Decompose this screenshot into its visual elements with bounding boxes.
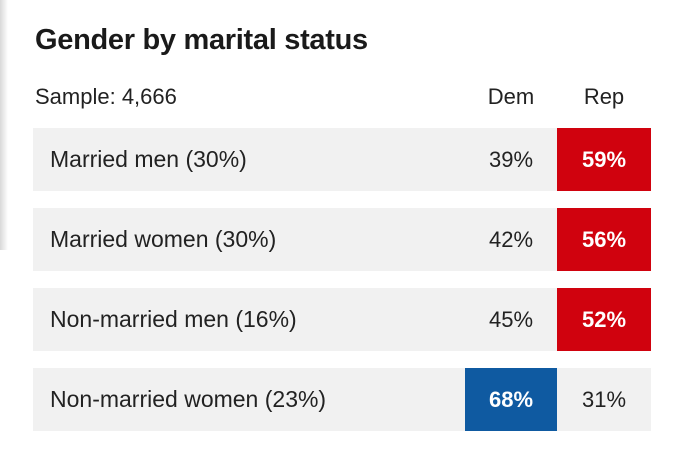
dem-value: 39% <box>488 147 534 172</box>
dem-value: 42% <box>488 227 534 252</box>
page-edge-shadow <box>0 0 8 250</box>
column-header-rep: Rep <box>583 84 625 109</box>
table-row: Married men (30%) 39% 59% <box>33 128 651 191</box>
row-label: Non-married men (16%) <box>50 306 297 332</box>
sample-size: Sample: 4,666 <box>35 84 177 109</box>
results-table: Married men (30%) 39% 59% Married women … <box>33 128 651 448</box>
table-row: Non-married men (16%) 45% 52% <box>33 288 651 351</box>
row-label: Non-married women (23%) <box>50 386 327 412</box>
dem-value: 45% <box>488 307 534 332</box>
column-header-dem: Dem <box>487 84 535 109</box>
rep-value: 31% <box>581 387 627 412</box>
dem-value: 68% <box>465 368 557 431</box>
rep-value: 52% <box>557 288 651 351</box>
rep-value: 56% <box>557 208 651 271</box>
rep-value: 59% <box>557 128 651 191</box>
row-label: Married men (30%) <box>50 146 247 172</box>
table-row: Non-married women (23%) 68% 31% <box>33 368 651 431</box>
chart-title: Gender by marital status <box>35 24 368 56</box>
table-header: Sample: 4,666 Dem Rep <box>35 84 651 114</box>
table-row: Married women (30%) 42% 56% <box>33 208 651 271</box>
row-label: Married women (30%) <box>50 226 277 252</box>
